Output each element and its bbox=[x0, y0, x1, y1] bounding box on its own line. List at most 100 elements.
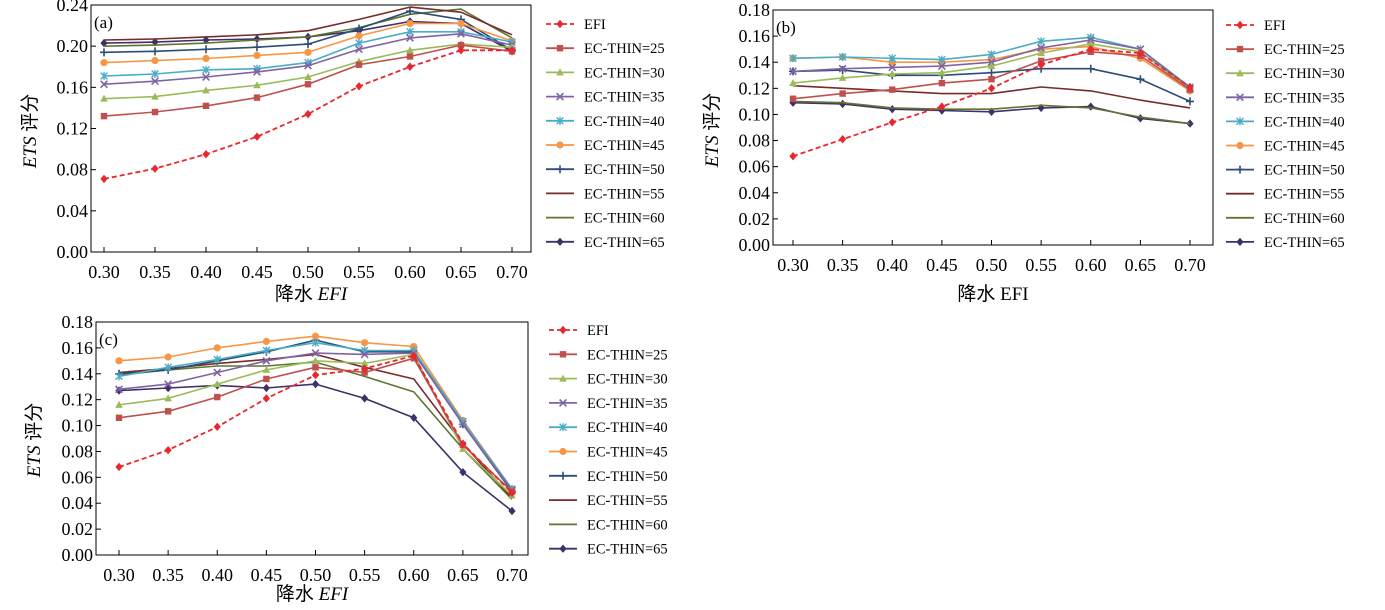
data-point bbox=[115, 357, 123, 365]
data-point bbox=[888, 118, 896, 127]
y-axis-title: ETS 评分 bbox=[701, 93, 723, 168]
data-point bbox=[262, 383, 270, 393]
y-tick-label: 0.12 bbox=[62, 390, 94, 410]
x-tick-label: 0.30 bbox=[88, 262, 120, 282]
data-point bbox=[304, 81, 312, 88]
data-point bbox=[459, 439, 467, 448]
legend-label: EFI bbox=[584, 17, 606, 33]
data-point bbox=[151, 37, 159, 47]
x-tick-label: 0.70 bbox=[496, 565, 528, 585]
data-point bbox=[100, 174, 108, 184]
x-tick-label: 0.50 bbox=[292, 262, 324, 282]
x-tick-label: 0.60 bbox=[1075, 255, 1107, 275]
legend-item: EC-THIN=60 bbox=[549, 517, 668, 533]
series-line bbox=[103, 49, 512, 180]
legend-item: EC-THIN=35 bbox=[549, 396, 668, 412]
series-line bbox=[792, 100, 1191, 125]
x-tick-label: 0.60 bbox=[398, 565, 430, 585]
data-point bbox=[889, 86, 896, 93]
x-tick-label: 0.45 bbox=[241, 262, 273, 282]
legend-item: EC-THIN=25 bbox=[549, 347, 668, 363]
legend-item: EC-THIN=55 bbox=[549, 493, 668, 509]
x-tick-label: 0.35 bbox=[827, 255, 859, 275]
y-tick-label: 0.06 bbox=[739, 157, 771, 177]
data-point bbox=[888, 54, 897, 63]
data-point bbox=[1087, 44, 1095, 54]
legend-label: EC-THIN=35 bbox=[584, 90, 665, 106]
legend-item: EC-THIN=65 bbox=[546, 235, 665, 251]
data-point bbox=[406, 46, 414, 54]
data-point bbox=[839, 135, 847, 144]
legend-item: EFI bbox=[1226, 18, 1286, 34]
legend-item: EC-THIN=35 bbox=[546, 90, 665, 106]
data-point bbox=[100, 94, 108, 102]
legend-label: EC-THIN=45 bbox=[587, 445, 668, 461]
y-tick-label: 0.00 bbox=[62, 545, 94, 565]
data-point bbox=[304, 48, 312, 56]
legend-item: EC-THIN=45 bbox=[546, 138, 665, 154]
series-ec-thin-55 bbox=[103, 6, 513, 41]
plot-frame bbox=[95, 321, 529, 556]
legend-item: EC-THIN=55 bbox=[546, 186, 665, 202]
y-tick-label: 0.18 bbox=[62, 312, 94, 332]
legend-marker bbox=[1236, 69, 1244, 77]
data-point bbox=[100, 48, 108, 57]
data-point bbox=[253, 67, 261, 76]
y-tick-label: 0.04 bbox=[739, 183, 771, 203]
legend-label: EC-THIN=30 bbox=[1264, 66, 1345, 82]
x-axis-title-cn: 降水 bbox=[957, 283, 1000, 305]
data-point bbox=[937, 62, 946, 71]
y-axis-title-cn: 评分 bbox=[19, 94, 41, 132]
legend-marker bbox=[559, 544, 567, 553]
legend-item: EC-THIN=45 bbox=[1226, 139, 1345, 155]
data-point bbox=[151, 69, 159, 78]
data-point bbox=[164, 408, 172, 415]
legend-item: EC-THIN=30 bbox=[549, 372, 668, 388]
data-point bbox=[1186, 82, 1194, 92]
legend-item: EC-THIN=25 bbox=[546, 41, 665, 57]
legend-label: EC-THIN=65 bbox=[584, 235, 665, 251]
data-point bbox=[213, 380, 222, 388]
data-point bbox=[202, 45, 210, 54]
legend-marker bbox=[556, 92, 564, 101]
legend-label: EFI bbox=[1264, 18, 1286, 34]
legend-marker bbox=[556, 165, 564, 174]
data-point bbox=[202, 73, 210, 82]
data-point bbox=[410, 413, 418, 422]
legend-label: EC-THIN=40 bbox=[584, 114, 665, 130]
y-tick-label: 0.08 bbox=[739, 131, 771, 151]
data-point bbox=[115, 400, 123, 408]
x-axis-title: 降水 EFI bbox=[275, 283, 349, 305]
legend-item: EC-THIN=65 bbox=[549, 542, 668, 558]
data-point bbox=[458, 420, 467, 429]
data-point bbox=[151, 47, 159, 56]
x-axis-title: 降水 EFI bbox=[276, 583, 350, 605]
data-point bbox=[262, 346, 271, 355]
x-tick-label: 0.35 bbox=[139, 262, 171, 282]
legend-marker bbox=[559, 374, 567, 382]
data-point bbox=[1037, 103, 1045, 113]
data-point bbox=[253, 132, 261, 141]
legend-label: EC-THIN=40 bbox=[1264, 114, 1345, 130]
x-tick-label: 0.30 bbox=[103, 565, 135, 585]
legend-label: EC-THIN=55 bbox=[1264, 187, 1345, 203]
data-point bbox=[311, 332, 320, 340]
data-point bbox=[406, 62, 414, 71]
data-point bbox=[213, 422, 221, 432]
y-tick-label: 0.16 bbox=[57, 77, 89, 97]
y-tick-label: 0.08 bbox=[62, 441, 94, 461]
data-point bbox=[838, 53, 847, 61]
legend-item: EC-THIN=35 bbox=[1226, 90, 1345, 106]
data-point bbox=[304, 61, 312, 70]
legend-item: EC-THIN=40 bbox=[549, 420, 668, 436]
x-tick-label: 0.55 bbox=[349, 565, 381, 585]
data-point bbox=[987, 68, 996, 77]
data-point bbox=[839, 99, 847, 109]
y-tick-label: 0.24 bbox=[57, 0, 89, 15]
data-point bbox=[789, 95, 797, 102]
y-axis-title-cn: 评分 bbox=[23, 403, 45, 441]
legend-label: EC-THIN=50 bbox=[587, 469, 668, 485]
data-point bbox=[406, 19, 414, 28]
data-point bbox=[360, 359, 369, 367]
data-point bbox=[361, 394, 369, 403]
